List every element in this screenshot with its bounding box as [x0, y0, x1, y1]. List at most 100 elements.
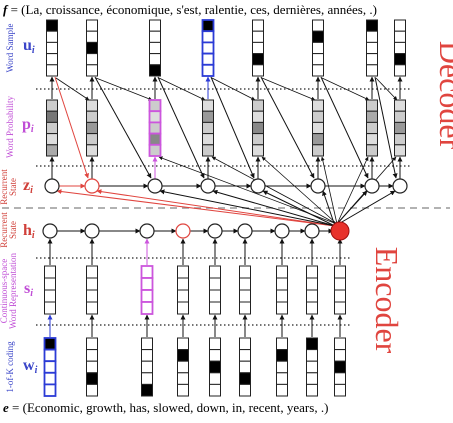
one-hot-vector-cell	[334, 372, 346, 385]
word-sample-vector-cell	[149, 30, 161, 43]
one-hot-vector-cell	[43, 383, 57, 397]
encoder-state-node	[237, 223, 253, 239]
one-hot-vector-cell	[334, 337, 346, 351]
word-sample-vector-cell	[86, 30, 98, 43]
one-hot-vector-cell	[239, 337, 251, 351]
context-to-state-arrow	[212, 189, 336, 227]
word-probability-vector-cell	[148, 132, 162, 146]
word-representation-vector-cell	[140, 301, 154, 315]
word-sample-vector-cell	[366, 41, 378, 55]
word-representation-vector-cell	[86, 289, 98, 303]
word-sample-vector	[366, 19, 378, 77]
word-probability-vector-cell	[312, 110, 324, 123]
word-probability-vector-cell	[252, 99, 264, 112]
word-representation-vector-cell	[140, 265, 154, 279]
sample-to-probability-arrow	[158, 77, 206, 101]
word-sample-vector-cell	[86, 41, 98, 55]
word-sample-vector	[149, 19, 161, 77]
context-to-state-arrow	[159, 189, 336, 227]
one-hot-vector-cell	[276, 337, 288, 351]
word-probability-vector-cell	[366, 99, 378, 112]
one-hot-vector-cell	[43, 371, 57, 386]
word-probability-vector	[366, 99, 378, 157]
word-sample-vector-cell	[86, 19, 98, 32]
word-representation-vector-cell	[86, 265, 98, 279]
one-hot-vector-cell	[177, 372, 189, 385]
word-representation-label: Word Representation	[8, 253, 18, 330]
word-probability-vector-cell	[366, 144, 378, 157]
sample-to-probability-arrow	[261, 77, 316, 101]
one-hot-vector	[276, 337, 288, 397]
word-probability-vector-cell	[148, 99, 162, 113]
one-hot-vector-cell	[334, 383, 346, 397]
word-representation-vector-cell	[209, 289, 221, 303]
word-representation-vector	[44, 265, 56, 315]
context-to-state-arrow	[96, 189, 336, 227]
word-sample-vector-cell	[149, 64, 161, 77]
word-probability-vector-cell	[394, 133, 406, 146]
one-hot-vector-cell	[86, 360, 98, 374]
one-hot-vector-cell	[86, 349, 98, 362]
word-sample-vector-cell	[201, 52, 215, 66]
decoder-state-node	[84, 178, 100, 194]
word-sample-vector-cell	[201, 63, 215, 77]
word-representation-vector-cell	[177, 301, 189, 315]
one-hot-vector-cell	[239, 372, 251, 385]
word-sample-vector-cell	[46, 41, 58, 55]
one-hot-vector-cell	[177, 349, 189, 362]
one-hot-vector-cell	[239, 349, 251, 362]
encoder-state-node	[175, 223, 191, 239]
word-representation-vector-cell	[239, 289, 251, 303]
word-sample-vector	[86, 19, 98, 77]
word-probability-vector-cell	[394, 144, 406, 157]
one-hot-vector-cell	[209, 360, 221, 374]
word-sample-vector	[394, 19, 406, 77]
word-probability-vector-cell	[394, 110, 406, 123]
one-hot-vector-cell	[306, 372, 318, 385]
word-sample-vector-cell	[149, 41, 161, 55]
one-hot-vector-cell	[276, 360, 288, 374]
word-representation-vector-cell	[177, 289, 189, 303]
word-sample-vector-cell	[252, 41, 264, 55]
word-representation-vector-cell	[334, 301, 346, 315]
sample-feedback-arrow	[157, 76, 205, 179]
sample-feedback-arrow	[320, 76, 369, 179]
encoder-state-node	[207, 223, 223, 239]
one-hot-vector	[334, 337, 346, 397]
one-hot-vector	[209, 337, 221, 397]
word-sample-label: Word Sample	[5, 23, 15, 72]
one-hot-vector	[239, 337, 251, 397]
one-hot-vector-cell	[43, 360, 57, 374]
word-probability-vector-cell	[46, 110, 58, 123]
encoder-recurrent-label: Recurrent	[0, 212, 9, 248]
context-to-probability-arrow	[211, 156, 338, 225]
word-probability-label: Word Probability	[5, 95, 15, 158]
one-hot-vector-cell	[43, 348, 57, 363]
symbol-h: hi	[23, 222, 35, 241]
one-hot-vector-cell	[334, 349, 346, 362]
word-probability-vector-cell	[312, 121, 324, 135]
word-sample-vector-cell	[394, 53, 406, 66]
word-representation-vector-cell	[306, 301, 318, 315]
word-sample-vector-cell	[366, 19, 378, 32]
word-sample-vector-cell	[201, 41, 215, 55]
word-probability-vector	[46, 99, 58, 157]
one-hot-vector-cell	[141, 349, 153, 362]
one-hot-vector-cell	[141, 337, 153, 351]
one-hot-vector-cell	[86, 383, 98, 397]
word-representation-vector	[209, 265, 221, 315]
word-probability-vector-cell	[46, 133, 58, 146]
word-sample-vector	[312, 19, 324, 77]
word-sample-vector-cell	[46, 19, 58, 32]
word-representation-vector	[140, 265, 154, 315]
word-sample-vector	[201, 19, 215, 77]
word-sample-vector	[252, 19, 264, 77]
word-sample-vector-cell	[252, 30, 264, 43]
word-representation-vector-cell	[276, 301, 288, 315]
word-sample-vector-cell	[86, 53, 98, 66]
word-representation-vector	[239, 265, 251, 315]
word-sample-vector-cell	[312, 64, 324, 77]
word-sample-vector-cell	[312, 30, 324, 43]
word-sample-vector-cell	[312, 53, 324, 66]
sample-feedback-arrow	[374, 76, 398, 179]
